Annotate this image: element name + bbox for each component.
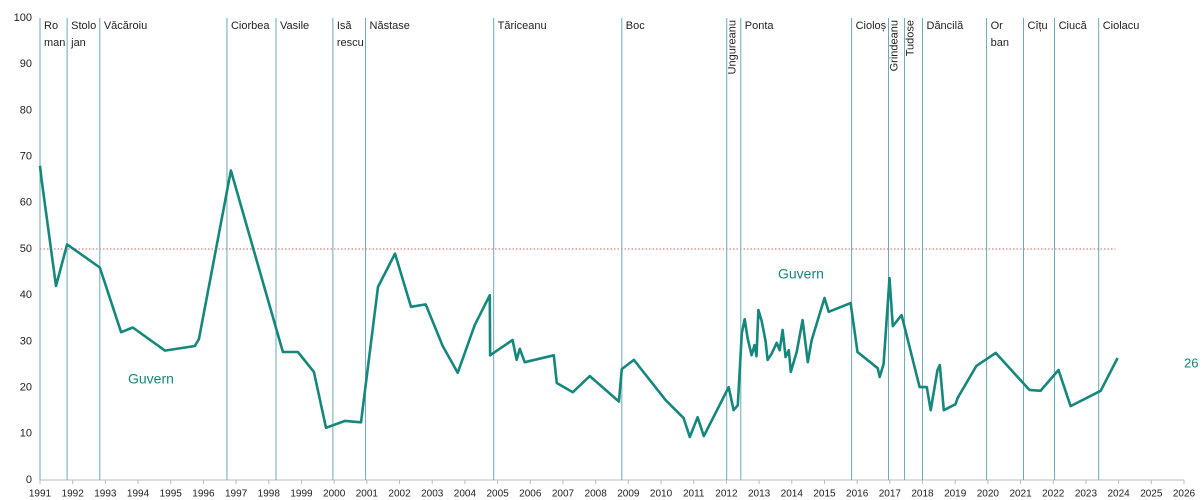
x-tick-label: 2016 <box>846 489 869 500</box>
government-label: Ponta <box>745 20 775 32</box>
end-label: 26 <box>1184 355 1198 370</box>
x-tick-label: 1999 <box>290 489 313 500</box>
government-label: Ciolacu <box>1103 20 1140 32</box>
government-label: Văcăroiu <box>104 20 147 32</box>
x-tick-label: 2024 <box>1108 489 1131 500</box>
government-label: ban <box>991 37 1009 49</box>
y-tick-label: 100 <box>14 12 32 24</box>
government-label: jan <box>70 37 86 49</box>
y-tick-label: 50 <box>20 243 32 255</box>
x-tick-label: 2013 <box>748 489 771 500</box>
government-label: Isă <box>337 20 353 32</box>
x-tick-label: 1992 <box>62 489 85 500</box>
government-label: Ciucă <box>1059 20 1088 32</box>
y-tick-label: 80 <box>20 104 32 116</box>
x-tick-label: 2025 <box>1140 489 1163 500</box>
government-label: Tăriceanu <box>498 20 547 32</box>
x-tick-label: 2019 <box>944 489 967 500</box>
x-tick-label: 2003 <box>421 489 444 500</box>
government-label: Or <box>991 20 1004 32</box>
y-tick-label: 60 <box>20 197 32 209</box>
y-tick-label: 30 <box>20 335 32 347</box>
x-tick-label: 2009 <box>617 489 640 500</box>
government-label: Ciorbea <box>231 20 270 32</box>
x-tick-label: 2014 <box>781 489 804 500</box>
government-label: Grindeanu <box>888 20 900 71</box>
annotation: Guvern <box>128 371 174 387</box>
x-tick-label: 2023 <box>1075 489 1098 500</box>
government-label: Stolo <box>71 20 96 32</box>
x-tick-label: 2015 <box>813 489 836 500</box>
x-tick-label: 2001 <box>356 489 379 500</box>
x-tick-label: 2000 <box>323 489 346 500</box>
x-tick-label: 1994 <box>127 489 150 500</box>
x-tick-label: 2004 <box>454 489 477 500</box>
government-label: Cîțu <box>1028 20 1048 32</box>
x-tick-label: 1993 <box>94 489 117 500</box>
x-tick-label: 2021 <box>1009 489 1032 500</box>
x-tick-label: 2010 <box>650 489 673 500</box>
x-tick-label: 2018 <box>911 489 934 500</box>
x-tick-label: 2008 <box>585 489 608 500</box>
x-tick-label: 1995 <box>160 489 183 500</box>
government-label: Năstase <box>370 20 410 32</box>
x-tick-label: 1991 <box>29 489 52 500</box>
x-tick-label: 2007 <box>552 489 575 500</box>
annotation: Guvern <box>778 266 824 282</box>
government-label: Ro <box>44 20 58 32</box>
x-tick-label: 2005 <box>486 489 509 500</box>
series-line <box>38 165 1119 439</box>
x-tick-label: 2011 <box>683 489 705 500</box>
x-tick-label: 2017 <box>879 489 902 500</box>
government-label: Boc <box>626 20 645 32</box>
government-label: Ungureanu <box>727 20 739 74</box>
x-tick-label: 1998 <box>258 489 281 500</box>
government-label: Cioloș <box>856 20 887 32</box>
government-label: Dăncilă <box>927 20 965 32</box>
y-tick-label: 90 <box>20 58 32 70</box>
x-tick-label: 1996 <box>192 489 215 500</box>
y-tick-label: 40 <box>20 289 32 301</box>
x-tick-label: 2012 <box>715 489 738 500</box>
government-label: Tudose <box>904 20 916 56</box>
y-tick-label: 20 <box>20 382 32 394</box>
x-tick-label: 2002 <box>388 489 411 500</box>
y-tick-label: 70 <box>20 151 32 163</box>
x-tick-label: 2006 <box>519 489 542 500</box>
x-tick-label: 1997 <box>225 489 248 500</box>
x-tick-label: 2022 <box>1042 489 1065 500</box>
government-label: Vasile <box>280 20 309 32</box>
x-tick-label: 2020 <box>977 489 1000 500</box>
government-label: rescu <box>337 37 364 49</box>
government-label: man <box>44 37 65 49</box>
y-tick-label: 10 <box>20 428 32 440</box>
y-tick-label: 0 <box>26 474 32 486</box>
x-tick-label: 2026 <box>1173 489 1196 500</box>
